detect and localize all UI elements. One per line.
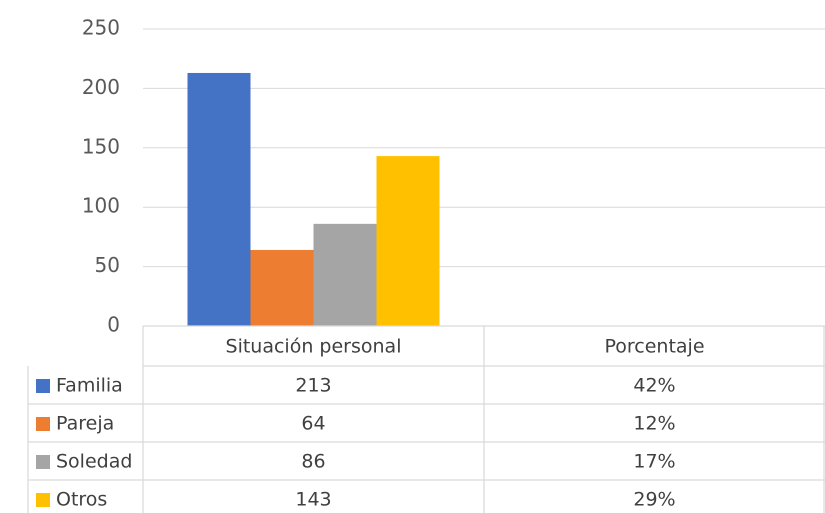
table-cell: 42% bbox=[633, 375, 675, 397]
bar bbox=[376, 156, 440, 326]
bar bbox=[313, 223, 377, 326]
y-tick-label: 100 bbox=[82, 194, 120, 218]
bar bbox=[250, 249, 314, 326]
table-cell: 86 bbox=[301, 451, 325, 473]
legend-swatch bbox=[36, 379, 50, 393]
legend-swatch bbox=[36, 455, 50, 469]
legend-label: Soledad bbox=[56, 451, 132, 473]
legend-swatch bbox=[36, 493, 50, 507]
table-header: Porcentaje bbox=[604, 336, 704, 358]
y-tick-label: 200 bbox=[82, 75, 120, 99]
table-cell: 143 bbox=[295, 489, 331, 511]
bar bbox=[187, 72, 251, 327]
table-header: Situación personal bbox=[226, 336, 402, 358]
legend-label: Familia bbox=[56, 375, 123, 397]
legend-label: Otros bbox=[56, 489, 107, 511]
y-tick-label: 50 bbox=[95, 253, 120, 277]
table-cell: 64 bbox=[301, 413, 325, 435]
table-cell: 29% bbox=[633, 489, 675, 511]
legend-label: Pareja bbox=[56, 413, 114, 435]
y-tick-label: 150 bbox=[82, 134, 120, 158]
table-cell: 17% bbox=[633, 451, 675, 473]
y-tick-label: 250 bbox=[82, 16, 120, 40]
y-tick-label: 0 bbox=[107, 313, 120, 337]
table-cell: 12% bbox=[633, 413, 675, 435]
legend-swatch bbox=[36, 417, 50, 431]
table-cell: 213 bbox=[295, 375, 331, 397]
